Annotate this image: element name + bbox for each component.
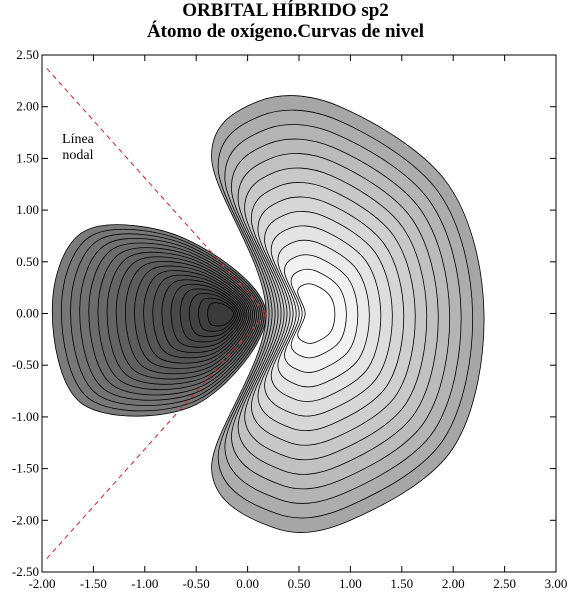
x-tick-label: 2.00: [442, 576, 465, 591]
contour-level-1-18: [207, 302, 234, 327]
y-tick-label: -2.00: [12, 512, 39, 527]
x-tick-label: 1.00: [339, 576, 362, 591]
y-tick-label: 0.00: [16, 306, 39, 321]
nodal-lines: [43, 65, 267, 562]
nodal-line-2: [43, 313, 267, 562]
y-tick-label: 2.50: [16, 47, 39, 62]
x-tick-label: -0.50: [183, 576, 210, 591]
annotation-nodal-line: Línea: [62, 132, 95, 147]
contour-lobes: [51, 95, 485, 533]
y-tick-label: 1.00: [16, 202, 39, 217]
chart-subtitle: Átomo de oxígeno.Curvas de nivel: [146, 21, 425, 42]
contour-level-2-14: [297, 283, 336, 344]
x-tick-label: 1.50: [390, 576, 413, 591]
y-tick-label: -0.50: [12, 357, 39, 372]
y-tick-label: 0.50: [16, 254, 39, 269]
y-tick-label: 1.50: [16, 150, 39, 165]
y-tick-label: -2.50: [12, 564, 39, 579]
x-tick-label: 0.00: [236, 576, 259, 591]
x-tick-label: 2.50: [493, 576, 516, 591]
y-tick-label: 2.00: [16, 99, 39, 114]
chart-title: ORBITAL HÍBRIDO sp2: [182, 0, 389, 21]
axis-ticks: -2.00 -1.50 -1.00 -0.50 0.00 0.50 1.00 1.50 2.00…: [12, 47, 567, 591]
annotation-nodal-line: nodal: [62, 148, 93, 163]
x-tick-label: 3.00: [545, 576, 568, 591]
x-tick-label: 0.50: [288, 576, 311, 591]
x-tick-label: -1.00: [131, 576, 158, 591]
nodal-line-1: [43, 65, 267, 314]
x-tick-label: -2.00: [28, 576, 55, 591]
y-tick-label: -1.50: [12, 461, 39, 476]
y-tick-label: -1.00: [12, 409, 39, 424]
x-tick-label: -1.50: [80, 576, 107, 591]
